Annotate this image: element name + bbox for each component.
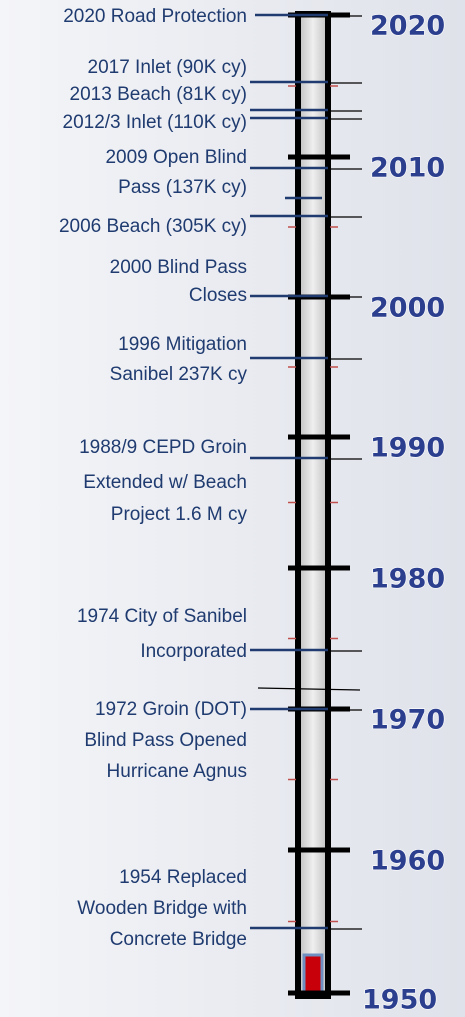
- event-label: Extended w/ Beach: [83, 472, 247, 493]
- event-label: 2006 Beach (305K cy): [59, 216, 247, 237]
- event-label: Closes: [189, 285, 247, 306]
- event-label: 1988/9 CEPD Groin: [79, 437, 247, 458]
- event-label: Incorporated: [140, 641, 247, 662]
- event-label: 1974 City of Sanibel: [77, 606, 247, 627]
- event-label: 1996 Mitigation: [118, 334, 247, 355]
- year-label: 2010: [370, 153, 445, 184]
- year-label: 2020: [370, 11, 445, 42]
- event-label: 2020 Road Protection: [63, 6, 247, 27]
- event-label: Hurricane Agnus: [107, 761, 247, 782]
- event-label: Project 1.6 M cy: [111, 504, 248, 525]
- event-label: 2012/3 Inlet (110K cy): [63, 112, 247, 133]
- event-label: 1954 Replaced: [119, 867, 247, 888]
- event-label: Blind Pass Opened: [84, 730, 247, 751]
- event-label: Wooden Bridge with: [77, 898, 247, 919]
- timeline-bar: [295, 11, 331, 999]
- year-label: 1950: [362, 985, 437, 1016]
- event-label: Pass (137K cy): [118, 177, 247, 198]
- year-label: 1960: [370, 846, 445, 877]
- event-label: 2000 Blind Pass: [110, 257, 247, 278]
- event-label: Sanibel 237K cy: [110, 364, 248, 385]
- event-label: Concrete Bridge: [110, 929, 247, 950]
- year-label: 1980: [370, 564, 445, 595]
- year-label: 2000: [370, 293, 445, 324]
- event-label: 1972 Groin (DOT): [95, 699, 247, 720]
- bar-fill: [302, 953, 324, 994]
- year-label: 1970: [370, 705, 445, 736]
- year-label: 1990: [370, 433, 445, 464]
- event-label: 2017 Inlet (90K cy): [88, 57, 247, 78]
- event-label: 2009 Open Blind: [105, 147, 247, 168]
- connector: [257, 687, 361, 691]
- event-label: 2013 Beach (81K cy): [70, 84, 247, 105]
